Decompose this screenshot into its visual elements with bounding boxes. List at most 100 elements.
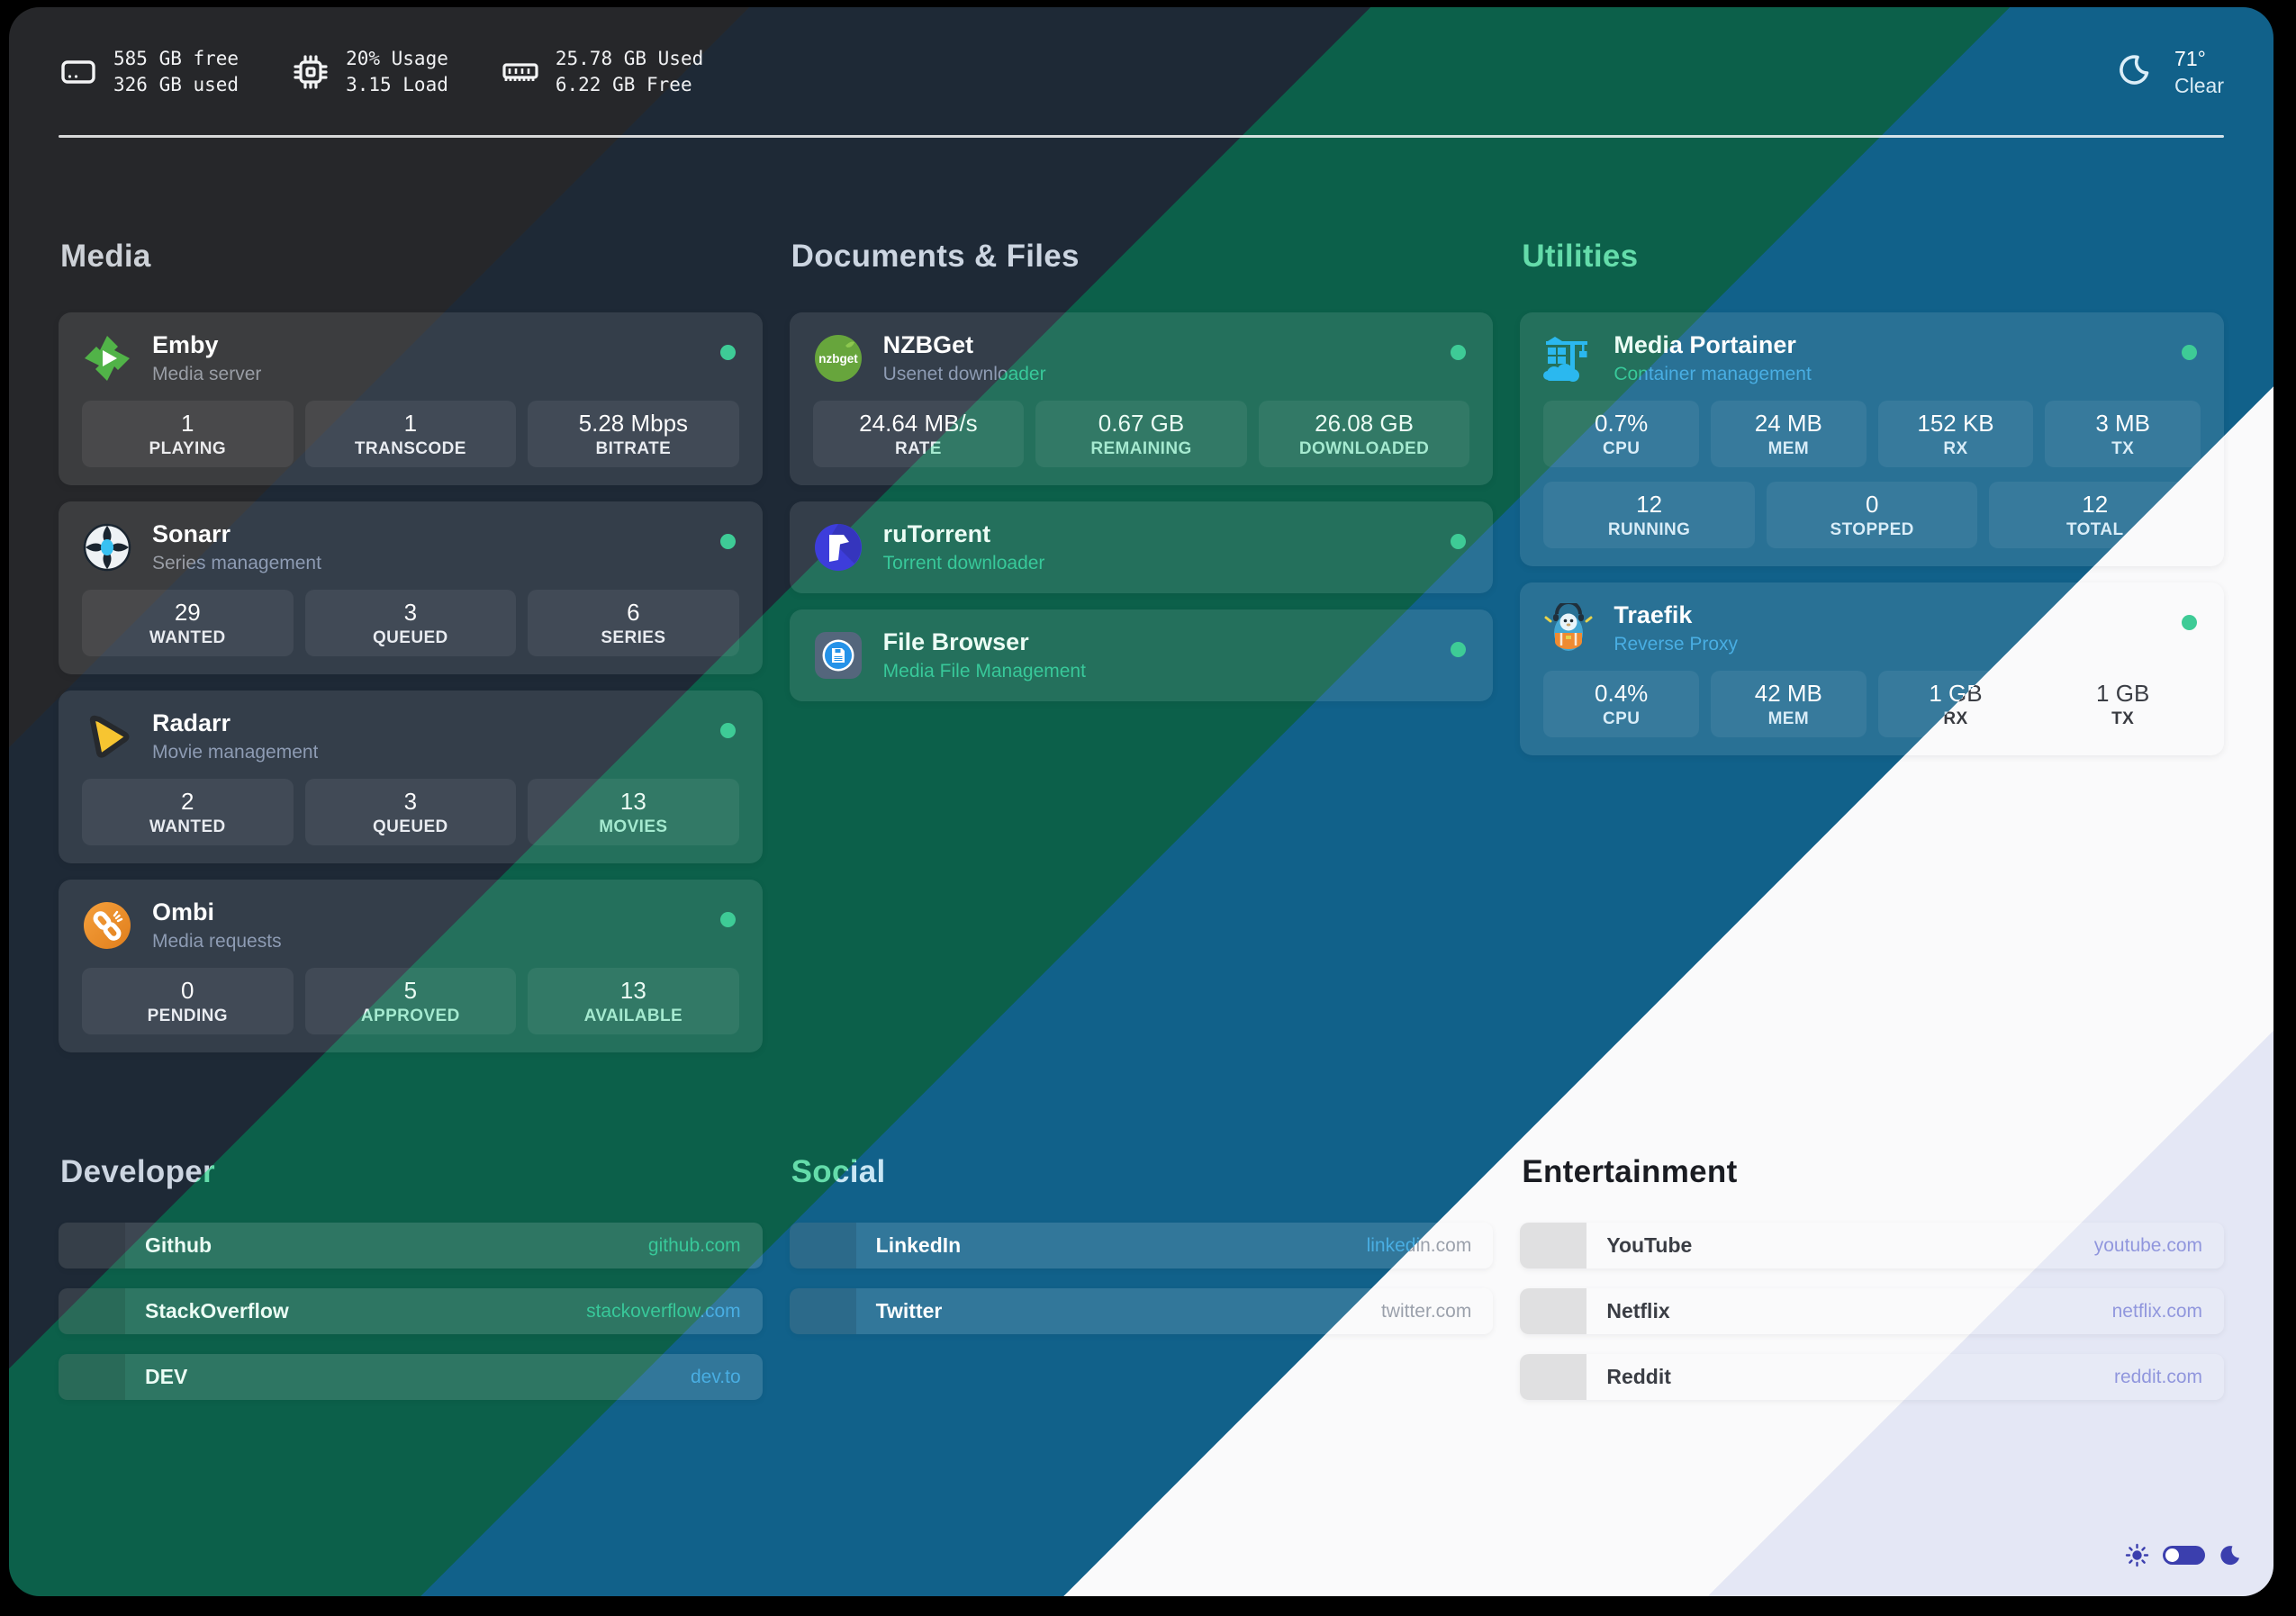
service-card-header: Radarr Movie management xyxy=(82,709,739,764)
service-titles: Emby Media server xyxy=(152,330,261,386)
bookmark-name: Github xyxy=(125,1223,212,1268)
bookmark-reddit[interactable]: REReddit reddit.com xyxy=(1520,1354,2224,1400)
stat-value: 3 MB xyxy=(2095,409,2151,437)
stat-label: AVAILABLE xyxy=(583,1006,683,1025)
service-description: Media server xyxy=(152,364,262,384)
stat-label: TOTAL xyxy=(2065,519,2124,539)
stat-stopped: 0 STOPPED xyxy=(1766,482,1978,548)
stat-label: REMAINING xyxy=(1090,438,1192,458)
stat-rx: 1 GB RX xyxy=(1877,671,2034,737)
service-titles: Media Portainer Container management xyxy=(1614,330,1811,386)
stat-label: STOPPED xyxy=(1830,519,1914,539)
stat-value: 5.28 Mbps xyxy=(578,409,689,437)
stat-label: APPROVED xyxy=(360,1006,460,1025)
status-dot xyxy=(719,912,736,927)
service-description: Series management xyxy=(152,553,321,573)
rutorrent-icon xyxy=(813,522,863,573)
bookmark-linkedin[interactable]: LILinkedIn linkedin.com xyxy=(789,1223,1494,1268)
weather-widget: 71° Clear xyxy=(2115,45,2224,99)
stat-label: TRANSCODE xyxy=(354,438,466,458)
moon-weather-icon xyxy=(2115,51,2153,94)
service-card-emby[interactable]: Emby Media server 1 PLAYING 1 TRANSCODE 5.28 M… xyxy=(59,312,763,485)
bookmark-abbr: YT xyxy=(1520,1223,1587,1268)
stat-label: RX xyxy=(1943,709,1968,728)
status-dot xyxy=(719,345,736,360)
bookmark-youtube[interactable]: YTYouTube youtube.com xyxy=(1520,1223,2224,1268)
service-card-rutorrent[interactable]: ruTorrent Torrent downloader xyxy=(789,501,1494,593)
stat-value: 5 xyxy=(403,976,418,1004)
bookmark-url: github.com xyxy=(648,1223,763,1268)
stat-value: 0.4% xyxy=(1595,679,1649,707)
stat-mem: 42 MB MEM xyxy=(1711,671,1867,737)
stat-value: 26.08 GB xyxy=(1315,409,1414,437)
service-group-documents-files: Documents & Files nzbget NZBGet Usenet down… xyxy=(789,239,1494,701)
stat-label: CPU xyxy=(1603,438,1641,458)
bookmark-dev[interactable]: DTDEV dev.to xyxy=(59,1354,763,1400)
stat-mem: 24 MB MEM xyxy=(1711,401,1867,467)
stat-cpu: 0.4% CPU xyxy=(1543,671,1699,737)
stat-value: 12 xyxy=(2082,490,2109,518)
stat-value: 2 xyxy=(181,787,194,815)
status-dot xyxy=(1451,345,1467,360)
livestats-row: 0 PENDING 5 APPROVED 13 AVAILABLE xyxy=(82,968,739,1034)
bookmark-github[interactable]: GHGithub github.com xyxy=(59,1223,763,1268)
portainer-icon xyxy=(1543,333,1594,384)
stat-label: WANTED xyxy=(149,627,226,647)
livestats-row: 12 RUNNING 0 STOPPED 12 TOTAL xyxy=(1543,482,2201,548)
status-dot xyxy=(1451,642,1467,657)
sun-icon[interactable] xyxy=(2125,1543,2149,1567)
bookmark-name: Twitter xyxy=(856,1288,943,1334)
bookmark-abbr: LI xyxy=(789,1223,856,1268)
bookmark-url: stackoverflow.com xyxy=(586,1288,763,1334)
stat-label: CPU xyxy=(1603,709,1641,728)
bookmark-netflix[interactable]: NFNetflix netflix.com xyxy=(1520,1288,2224,1334)
memory-icon xyxy=(501,52,540,92)
stat-label: SERIES xyxy=(601,627,666,647)
livestats-row: 0.4% CPU 42 MB MEM 1 GB RX 1 GB TX xyxy=(1543,671,2201,737)
service-card-radarr[interactable]: Radarr Movie management 2 WANTED 3 QUEUED 13 MO… xyxy=(59,691,763,863)
theme-switch[interactable] xyxy=(2163,1546,2205,1565)
topbar-divider xyxy=(59,135,2224,138)
service-description: Movie management xyxy=(152,742,319,763)
service-titles: Ombi Media requests xyxy=(152,898,282,953)
service-name: Traefik xyxy=(1614,600,1738,630)
stat-cpu: 0.7% CPU xyxy=(1543,401,1699,467)
memory-widget: 25.78 GB Used 6.22 GB Free xyxy=(501,46,703,98)
stat-label: DOWNLOADED xyxy=(1298,438,1430,458)
bookmark-name: Netflix xyxy=(1586,1288,1669,1334)
stat-label: QUEUED xyxy=(372,627,448,647)
service-card-ombi[interactable]: Ombi Media requests 0 PENDING 5 APPROVED 13 AVA… xyxy=(59,880,763,1052)
service-card-file-browser[interactable]: File Browser Media File Management xyxy=(789,609,1494,701)
moon-icon[interactable] xyxy=(2219,1544,2241,1566)
stat-value: 0 xyxy=(1865,490,1879,518)
stat-value: 152 KB xyxy=(1917,409,1994,437)
service-card-header: File Browser Media File Management xyxy=(813,627,1470,683)
stat-label: WANTED xyxy=(149,817,226,836)
stat-queued: 3 QUEUED xyxy=(304,779,517,845)
service-card-sonarr[interactable]: Sonarr Series management 29 WANTED 3 QUEUED 6 S… xyxy=(59,501,763,674)
service-card-nzbget[interactable]: nzbget NZBGet Usenet downloader 24.64 MB/s R… xyxy=(789,312,1494,485)
livestats-row: 1 PLAYING 1 TRANSCODE 5.28 Mbps BITRATE xyxy=(82,401,739,467)
theme-switch-knob[interactable] xyxy=(2165,1548,2179,1562)
livestats-row: 2 WANTED 3 QUEUED 13 MOVIES xyxy=(82,779,739,845)
service-group-utilities: Utilities Media Portainer Container manage… xyxy=(1520,239,2224,755)
cpu-icon xyxy=(291,52,330,92)
service-name: Ombi xyxy=(152,898,282,927)
svg-text:nzbget: nzbget xyxy=(818,352,858,366)
bookmark-group-developer: Developer GHGithub github.com SOStackOverfl… xyxy=(59,1154,763,1400)
traefik-icon xyxy=(1543,603,1594,654)
dashboard-screen: 585 GB free 326 GB used 20% Usage 3.15 L… xyxy=(9,7,2273,1596)
bookmark-group-entertainment: Entertainment YTYouTube youtube.com NFNetfl… xyxy=(1520,1154,2224,1400)
service-card-traefik[interactable]: Traefik Reverse Proxy 0.4% CPU 42 MB MEM 1 GB R… xyxy=(1520,582,2224,755)
service-card-media-portainer[interactable]: Media Portainer Container management 0.7% C… xyxy=(1520,312,2224,566)
service-card-header: Emby Media server xyxy=(82,330,739,386)
stat-rx: 152 KB RX xyxy=(1877,401,2034,467)
service-group-media: Media Emby Media server 1 PLAYING 1 TRANSCODE 5… xyxy=(59,239,763,1052)
bookmark-stackoverflow[interactable]: SOStackOverflow stackoverflow.com xyxy=(59,1288,763,1334)
service-titles: ruTorrent Torrent downloader xyxy=(883,519,1045,575)
bookmark-url: linkedin.com xyxy=(1367,1223,1494,1268)
bookmark-twitter[interactable]: TWTwitter twitter.com xyxy=(789,1288,1494,1334)
group-title: Documents & Files xyxy=(791,239,1494,275)
stat-value: 6 xyxy=(627,598,640,626)
service-name: NZBGet xyxy=(883,330,1046,360)
